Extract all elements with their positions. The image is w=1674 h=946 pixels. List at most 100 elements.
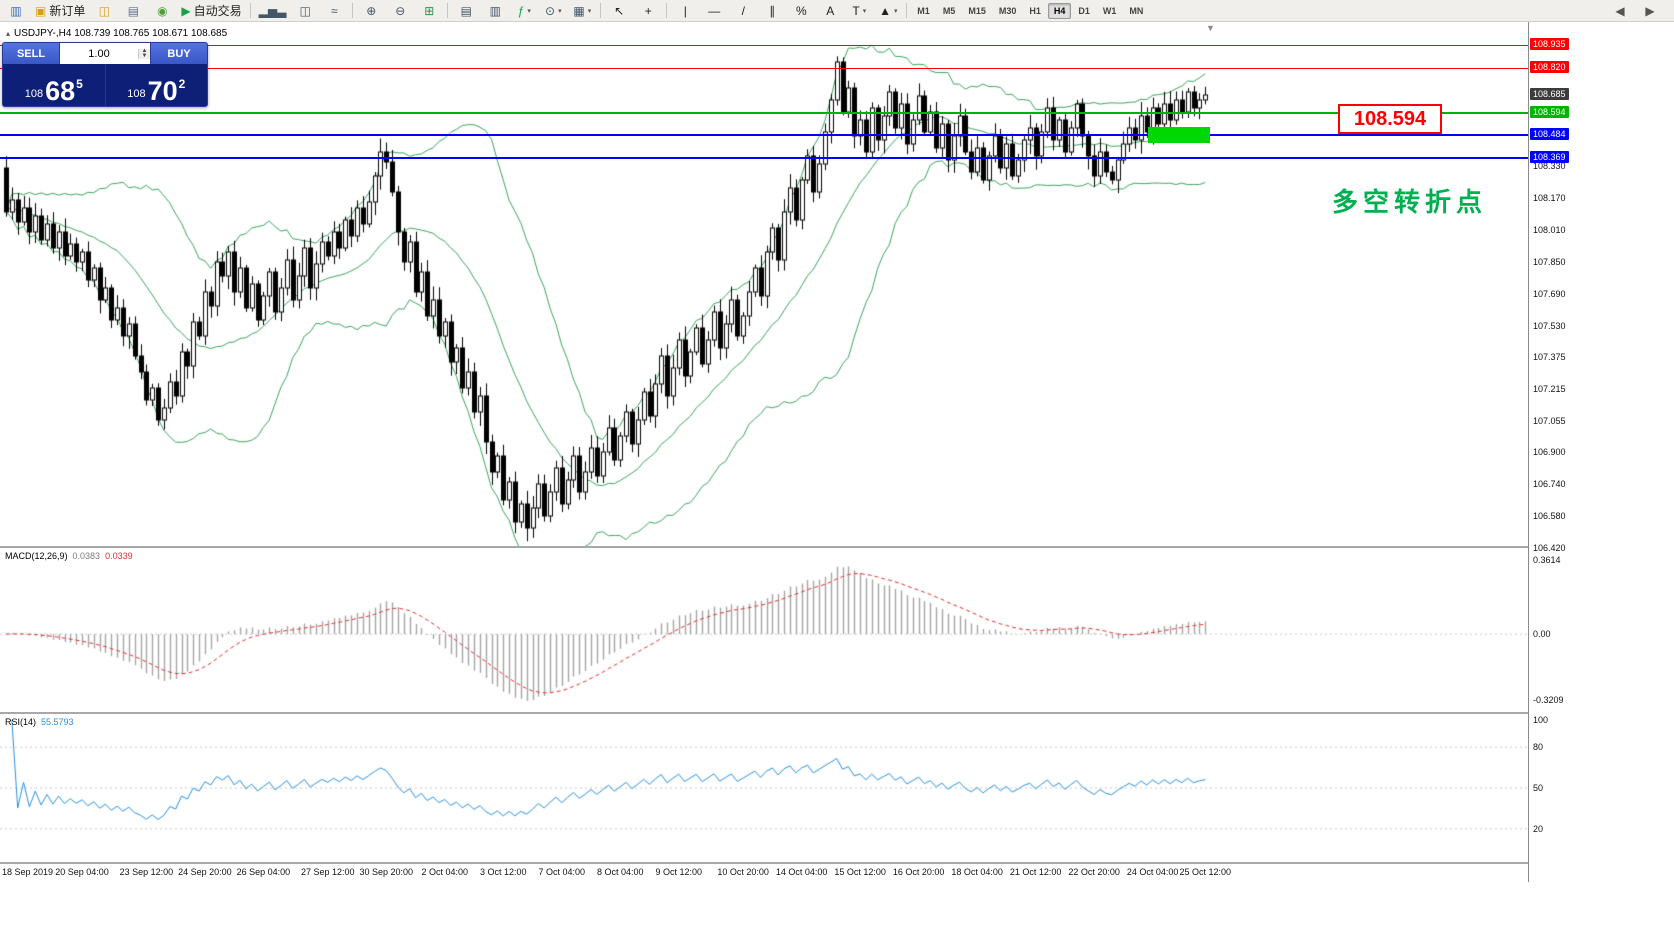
crosshair-icon[interactable]: + xyxy=(634,1,662,21)
macd-canvas[interactable] xyxy=(0,548,1528,712)
line-chart-icon[interactable]: ≈ xyxy=(320,1,348,21)
time-axis-label: 7 Oct 04:00 xyxy=(538,867,586,877)
toolbar-overflow-right-button[interactable]: ▶ xyxy=(1636,1,1664,21)
pane-separator[interactable] xyxy=(0,546,1574,548)
pane-separator[interactable] xyxy=(0,862,1574,864)
indicators-icon: ƒ xyxy=(517,3,525,18)
price-level-tag: 108.369 xyxy=(1530,151,1569,164)
toolbar-overflow-left-button[interactable]: ◀ xyxy=(1606,1,1634,21)
channel-icon[interactable]: ∥ xyxy=(758,1,786,21)
trendline-icon[interactable]: / xyxy=(729,1,757,21)
highlight-segment[interactable] xyxy=(1148,127,1210,143)
candlestick-chart-icon[interactable]: ◫ xyxy=(291,1,319,21)
macd-axis-label: -0.3209 xyxy=(1533,695,1564,706)
toolbar-separator xyxy=(352,3,354,18)
profiles-icon: ▤ xyxy=(127,3,140,18)
timeframe-h4-button[interactable]: H4 xyxy=(1047,2,1072,19)
chevron-down-icon: ▾ xyxy=(862,7,867,15)
alerts-icon[interactable]: ◉ xyxy=(148,1,176,21)
text-icon[interactable]: A xyxy=(816,1,844,21)
ask-big-digits: 70 xyxy=(147,76,178,107)
annotation-text[interactable]: 多空转折点 xyxy=(1332,187,1488,217)
app-icon: ▥ xyxy=(10,3,22,18)
timeframe-m5-button[interactable]: M5 xyxy=(942,5,956,16)
rsi-axis-label: 80 xyxy=(1533,742,1544,753)
price-tick-label: 107.530 xyxy=(1533,321,1566,331)
horizontal-line-icon[interactable]: — xyxy=(700,1,728,21)
zoom-out-icon[interactable]: ⊖ xyxy=(386,1,414,21)
timeframe-w1-button[interactable]: W1 xyxy=(1102,5,1117,16)
macd-axis-label: 0.3614 xyxy=(1533,554,1561,565)
time-axis-label: 8 Oct 04:00 xyxy=(596,867,644,877)
timeframe-mn-button[interactable]: MN xyxy=(1129,5,1144,16)
autotrading-button[interactable]: ▶ 自动交易 xyxy=(177,1,245,21)
arrows-icon[interactable]: T ▾ xyxy=(845,1,873,21)
price-axis[interactable]: 108.935 108.820 108.594 108.484 108.369 108.6… xyxy=(1528,22,1574,882)
timeframe-m1-button[interactable]: M1 xyxy=(917,5,930,16)
chevron-down-icon: ▾ xyxy=(587,7,592,15)
price-chart-canvas[interactable] xyxy=(0,22,1528,546)
timeframe-m30-button[interactable]: M30 xyxy=(998,5,1017,16)
horizontal-level-line[interactable] xyxy=(0,157,1528,160)
periods-icon[interactable]: ⊙ ▾ xyxy=(539,1,567,21)
volume-input[interactable] xyxy=(60,46,138,61)
new-order-button[interactable]: ▣ 新订单 xyxy=(31,1,89,21)
cursor-icon[interactable]: ↖ xyxy=(605,1,633,21)
volume-down-button[interactable]: ▼ xyxy=(139,53,150,59)
time-axis[interactable]: 18 Sep 2019 20 Sep 04:00 23 Sep 12:00 24 Se… xyxy=(0,864,1574,882)
toolbar: ▥ ▣ 新订单 ◫ ▤ ◉ ▶ 自动交易 ▂▅▃ ◫ ≈ ⊕ ⊖ ⊞ ▤ ▥ ƒ ▾ ⊙ ▾ ▦ ▾ ↖ + | — / ∥% A T ▾ ▲… xyxy=(0,0,1674,22)
app-icon[interactable]: ▥ xyxy=(2,1,30,21)
horizontal-level-line[interactable] xyxy=(0,67,1528,69)
price-tick-label: 107.375 xyxy=(1533,352,1566,362)
channel-icon: ∥ xyxy=(769,3,776,18)
ask-price[interactable]: 108 70 2 xyxy=(106,64,208,106)
bid-price[interactable]: 108 68 5 xyxy=(3,64,106,106)
macd-name: MACD(12,26,9) xyxy=(5,551,68,561)
navigator-icon: ▥ xyxy=(489,3,501,18)
timeframe-d1-button[interactable]: D1 xyxy=(1078,5,1090,16)
price-tick-label: 107.690 xyxy=(1533,289,1566,299)
pane-separator[interactable] xyxy=(0,712,1574,714)
timeframe-h1-button[interactable]: H1 xyxy=(1029,5,1041,16)
navigator-icon[interactable]: ▥ xyxy=(481,1,509,21)
macd-axis-label: 0.00 xyxy=(1533,629,1551,640)
horizontal-level-line[interactable] xyxy=(0,112,1528,115)
zoom-in-icon[interactable]: ⊕ xyxy=(357,1,385,21)
tile-windows-icon[interactable]: ⊞ xyxy=(415,1,443,21)
charts-list-icon[interactable]: ▤ xyxy=(452,1,480,21)
profiles-icon[interactable]: ▤ xyxy=(119,1,147,21)
templates-icon: ▦ xyxy=(573,3,585,18)
toolbar-separator xyxy=(447,3,449,18)
chevron-down-icon: ▾ xyxy=(527,7,531,15)
sell-button[interactable]: SELL xyxy=(3,43,60,64)
current-price-tag: 108.685 xyxy=(1530,88,1569,100)
price-tick-label: 107.850 xyxy=(1533,257,1566,267)
volume-up-button[interactable]: ▲ xyxy=(139,48,150,54)
templates-icon[interactable]: ▦ ▾ xyxy=(568,1,596,21)
vertical-line-icon[interactable]: | xyxy=(671,1,699,21)
line-chart-icon: ≈ xyxy=(331,3,338,18)
arrows-icon: T xyxy=(852,3,860,18)
price-callout[interactable]: 108.594 xyxy=(1338,104,1442,134)
timeframe-m15-button[interactable]: M15 xyxy=(968,5,986,16)
ask-sup-digit: 2 xyxy=(178,77,186,91)
fibonacci-icon[interactable]: % xyxy=(787,1,815,21)
ask-prefix: 108 xyxy=(127,88,146,100)
chart-windows-icon[interactable]: ◫ xyxy=(90,1,118,21)
time-axis-label: 25 Oct 12:00 xyxy=(1179,867,1232,877)
chart-icon: ▴ xyxy=(6,29,11,38)
price-level-tag: 108.935 xyxy=(1530,38,1569,50)
macd-pane: MACD(12,26,9) 0.0383 0.0339 xyxy=(0,548,1528,712)
rsi-canvas[interactable] xyxy=(0,714,1528,862)
horizontal-level-line[interactable] xyxy=(0,44,1528,46)
shapes-icon[interactable]: ▲ ▾ xyxy=(874,1,902,21)
indicators-icon[interactable]: ƒ ▾ xyxy=(510,1,538,21)
time-axis-label: 9 Oct 12:00 xyxy=(655,867,703,877)
bar-chart-icon[interactable]: ▂▅▃ xyxy=(255,1,291,21)
new-order-button: ▣ xyxy=(35,3,47,18)
chart-shift-marker-icon[interactable]: ▼ xyxy=(1206,23,1215,33)
time-axis-label: 3 Oct 12:00 xyxy=(479,867,527,877)
buy-button[interactable]: BUY xyxy=(150,43,207,64)
horizontal-level-line[interactable] xyxy=(0,134,1528,137)
time-axis-label: 24 Oct 04:00 xyxy=(1126,867,1179,877)
